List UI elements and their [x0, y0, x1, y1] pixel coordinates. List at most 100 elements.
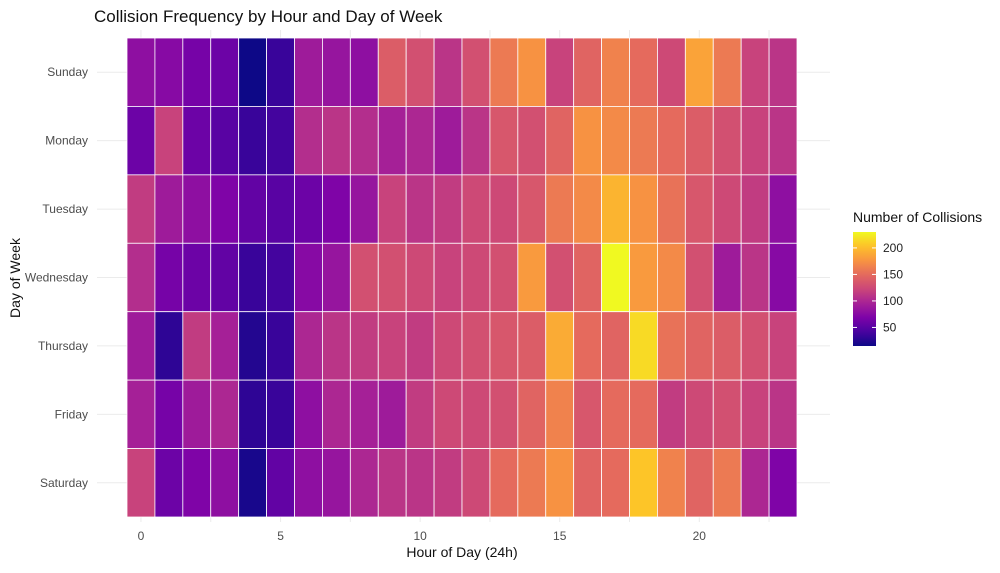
- heatmap-cell-sunday-3: [210, 37, 240, 107]
- heatmap-cell-tuesday-23: [768, 174, 798, 244]
- heatmap-cell-friday-8: [349, 379, 379, 449]
- heatmap-cell-thursday-0: [126, 311, 156, 381]
- heatmap-cell-thursday-13: [489, 311, 519, 381]
- heatmap-cell-wednesday-16: [573, 242, 602, 313]
- heatmap-cell-wednesday-19: [657, 242, 686, 313]
- heatmap-cell-wednesday-23: [768, 242, 798, 313]
- heatmap-cell-tuesday-5: [266, 174, 295, 244]
- heatmap-cell-tuesday-10: [405, 174, 435, 244]
- heatmap-cell-wednesday-18: [629, 242, 658, 313]
- x-tick-label-15: 15: [553, 529, 567, 543]
- heatmap-cell-wednesday-1: [154, 242, 184, 313]
- heatmap-cell-tuesday-0: [126, 174, 156, 244]
- heatmap-cell-friday-9: [377, 379, 407, 449]
- heatmap-cell-tuesday-1: [154, 174, 184, 244]
- heatmap-cell-monday-15: [545, 106, 575, 176]
- heatmap-cell-sunday-0: [126, 37, 156, 107]
- heatmap-cell-thursday-15: [545, 311, 575, 381]
- heatmap-cell-sunday-23: [768, 37, 798, 107]
- heatmap-cell-monday-17: [601, 106, 630, 176]
- heatmap-cell-friday-22: [740, 379, 770, 449]
- heatmap-cell-saturday-18: [629, 448, 658, 518]
- heatmap-cell-sunday-21: [712, 37, 742, 107]
- heatmap-cell-thursday-9: [377, 311, 407, 381]
- heatmap-cell-wednesday-21: [712, 242, 742, 313]
- y-tick-label-saturday: Saturday: [40, 476, 88, 490]
- heatmap-cell-sunday-20: [684, 37, 714, 107]
- legend-tick-label-150: 150: [883, 267, 903, 281]
- heatmap-cell-monday-22: [740, 106, 770, 176]
- heatmap-cell-thursday-11: [433, 311, 463, 381]
- heatmap-cell-monday-20: [684, 106, 714, 176]
- legend-tick-label-200: 200: [883, 241, 903, 255]
- heatmap-cell-saturday-17: [601, 448, 630, 518]
- heatmap-cell-thursday-5: [266, 311, 295, 381]
- heatmap-cell-monday-19: [657, 106, 686, 176]
- heatmap-cell-wednesday-7: [322, 242, 351, 313]
- heatmap-cell-sunday-11: [433, 37, 463, 107]
- heatmap-cell-sunday-19: [657, 37, 686, 107]
- heatmap-cell-friday-12: [461, 379, 491, 449]
- heatmap-cell-friday-18: [629, 379, 658, 449]
- heatmap-cell-thursday-20: [684, 311, 714, 381]
- heatmap-cell-wednesday-14: [517, 242, 547, 313]
- legend-ticks: 50 100 150 200: [853, 241, 903, 334]
- heatmap-cell-sunday-15: [545, 37, 575, 107]
- heatmap-cell-thursday-4: [238, 311, 267, 381]
- heatmap-cell-friday-2: [182, 379, 212, 449]
- heatmap-cell-tuesday-4: [238, 174, 267, 244]
- heatmap-cells: [126, 37, 798, 518]
- heatmap-cell-saturday-13: [489, 448, 519, 518]
- heatmap-cell-friday-20: [684, 379, 714, 449]
- heatmap-cell-tuesday-2: [182, 174, 212, 244]
- heatmap-cell-monday-9: [377, 106, 407, 176]
- heatmap-cell-monday-3: [210, 106, 240, 176]
- heatmap-cell-saturday-8: [349, 448, 379, 518]
- heatmap-cell-sunday-7: [322, 37, 351, 107]
- heatmap-cell-tuesday-11: [433, 174, 463, 244]
- heatmap-cell-monday-23: [768, 106, 798, 176]
- x-tick-label-10: 10: [413, 529, 427, 543]
- heatmap-cell-monday-12: [461, 106, 491, 176]
- heatmap-cell-monday-10: [405, 106, 435, 176]
- x-tick-labels: 0 5 10 15 20: [138, 529, 707, 543]
- heatmap-cell-sunday-14: [517, 37, 547, 107]
- heatmap-cell-tuesday-6: [294, 174, 323, 244]
- heatmap-cell-thursday-3: [210, 311, 240, 381]
- heatmap-cell-thursday-22: [740, 311, 770, 381]
- heatmap-cell-sunday-2: [182, 37, 212, 107]
- chart-title: Collision Frequency by Hour and Day of W…: [94, 7, 443, 26]
- heatmap-cell-saturday-14: [517, 448, 547, 518]
- heatmap-cell-friday-23: [768, 379, 798, 449]
- heatmap-cell-monday-13: [489, 106, 519, 176]
- heatmap-cell-monday-2: [182, 106, 212, 176]
- heatmap-cell-sunday-12: [461, 37, 491, 107]
- heatmap-cell-monday-5: [266, 106, 295, 176]
- heatmap-cell-tuesday-17: [601, 174, 630, 244]
- heatmap-cell-saturday-6: [294, 448, 323, 518]
- heatmap-cell-friday-14: [517, 379, 547, 449]
- heatmap-cell-sunday-18: [629, 37, 658, 107]
- heatmap-cell-monday-0: [126, 106, 156, 176]
- heatmap-cell-wednesday-8: [349, 242, 379, 313]
- heatmap-cell-thursday-19: [657, 311, 686, 381]
- heatmap-cell-thursday-7: [322, 311, 351, 381]
- heatmap-cell-monday-6: [294, 106, 323, 176]
- heatmap-cell-wednesday-22: [740, 242, 770, 313]
- legend-colorbar: [853, 232, 876, 346]
- heatmap-cell-saturday-12: [461, 448, 491, 518]
- heatmap-cell-friday-5: [266, 379, 295, 449]
- legend-tick-label-50: 50: [883, 320, 897, 334]
- heatmap-cell-tuesday-20: [684, 174, 714, 244]
- heatmap-cell-saturday-22: [740, 448, 770, 518]
- x-tick-label-20: 20: [693, 529, 707, 543]
- heatmap-cell-friday-19: [657, 379, 686, 449]
- heatmap-cell-tuesday-12: [461, 174, 491, 244]
- heatmap-cell-wednesday-20: [684, 242, 714, 313]
- heatmap-cell-thursday-17: [601, 311, 630, 381]
- heatmap-cell-wednesday-3: [210, 242, 240, 313]
- heatmap-cell-sunday-1: [154, 37, 184, 107]
- heatmap-cell-saturday-7: [322, 448, 351, 518]
